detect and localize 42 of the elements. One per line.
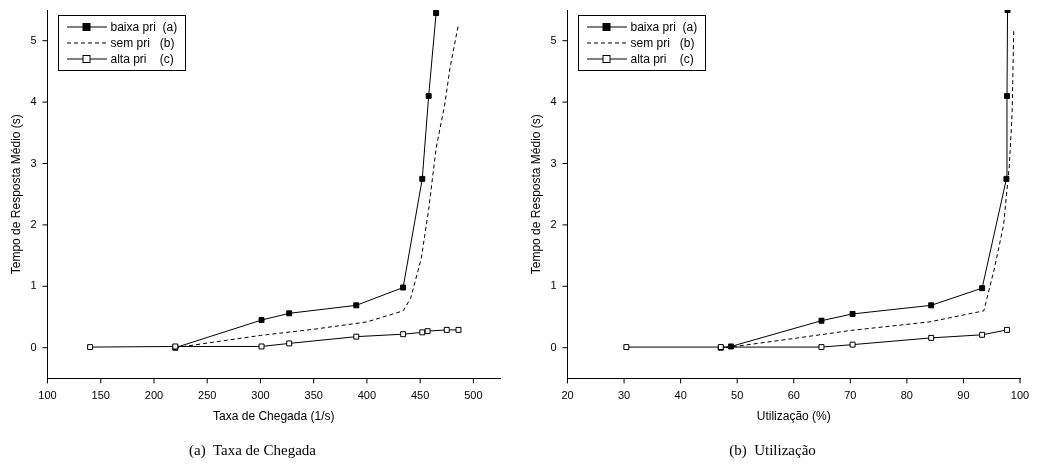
x-tick-label: 250 xyxy=(198,389,217,402)
x-tick-label: 400 xyxy=(357,389,377,402)
x-tick-label: 40 xyxy=(674,389,687,402)
y-tick-label: 1 xyxy=(30,279,37,292)
x-tick-label: 100 xyxy=(38,389,57,402)
y-axis-title: Tempo de Resposta Médio (s) xyxy=(528,114,543,275)
legend-label: alta pri (c) xyxy=(630,52,694,66)
x-tick-label: 70 xyxy=(844,389,857,402)
legend-label: alta pri (c) xyxy=(110,52,174,66)
y-axis-title: Tempo de Resposta Médio (s) xyxy=(8,114,23,275)
x-tick-label: 450 xyxy=(410,389,430,402)
y-tick-label: 4 xyxy=(550,95,557,108)
legend-label: baixa pri (a) xyxy=(630,20,698,34)
x-tick-label: 90 xyxy=(957,389,970,402)
y-tick-label: 2 xyxy=(30,217,37,230)
x-tick-label: 50 xyxy=(731,389,744,402)
y-tick-label: 3 xyxy=(550,156,557,169)
legend-label: sem pri (b) xyxy=(110,36,175,50)
text: (a) Taxa de Chegada xyxy=(189,441,317,459)
x-tick-label: 300 xyxy=(251,389,270,402)
y-tick-label: 0 xyxy=(550,340,557,353)
x-axis-title: Utilização (%) xyxy=(756,409,831,424)
x-tick-label: 500 xyxy=(464,389,483,402)
x-tick-label: 200 xyxy=(144,389,164,402)
text: (b) Utilização xyxy=(729,441,816,459)
y-tick-label: 0 xyxy=(30,340,37,353)
y-tick-label: 5 xyxy=(30,33,37,46)
x-tick-label: 30 xyxy=(617,389,631,402)
x-tick-label: 150 xyxy=(91,389,110,402)
y-tick-label: 4 xyxy=(30,95,37,108)
x-tick-label: 80 xyxy=(900,389,913,402)
x-tick-label: 350 xyxy=(304,389,323,402)
legend-label: baixa pri (a) xyxy=(110,20,178,34)
legend-label: sem pri (b) xyxy=(630,36,695,50)
y-tick-label: 5 xyxy=(550,33,557,46)
y-tick-label: 1 xyxy=(550,279,557,292)
x-tick-label: 60 xyxy=(787,389,800,402)
y-tick-label: 3 xyxy=(30,156,37,169)
y-tick-label: 2 xyxy=(550,217,557,230)
x-axis-title: Taxa de Chegada (1/s) xyxy=(213,409,335,424)
x-tick-label: 20 xyxy=(561,389,574,402)
x-tick-label: 100 xyxy=(1010,389,1030,402)
